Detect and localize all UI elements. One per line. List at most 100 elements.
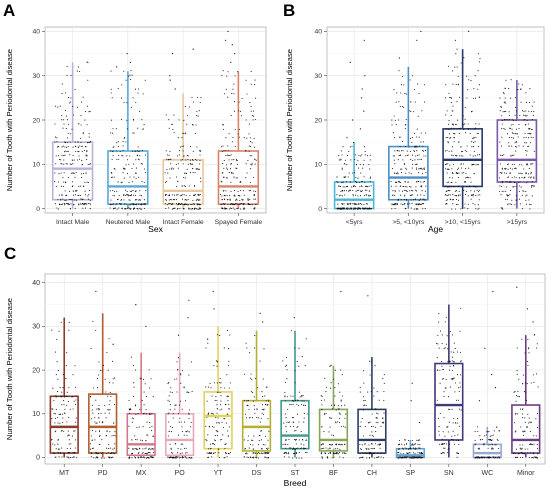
data-point xyxy=(265,447,268,450)
data-point xyxy=(528,168,530,170)
data-point xyxy=(344,176,346,178)
data-point xyxy=(411,154,414,156)
data-point xyxy=(234,75,236,77)
x-axis-title: Breed xyxy=(284,478,307,488)
data-point xyxy=(167,399,169,401)
data-point xyxy=(509,194,511,196)
data-point xyxy=(292,404,294,406)
data-point xyxy=(62,127,64,129)
data-point xyxy=(304,447,306,449)
x-tick-label: ST xyxy=(291,470,301,477)
data-point xyxy=(84,207,87,209)
data-point xyxy=(394,208,396,210)
data-point xyxy=(106,351,108,353)
data-point xyxy=(374,443,376,445)
data-point xyxy=(499,185,501,187)
data-point xyxy=(197,203,199,206)
data-point xyxy=(126,102,128,104)
data-point xyxy=(436,369,438,371)
data-point xyxy=(355,163,357,166)
data-point xyxy=(136,203,138,205)
data-point xyxy=(304,365,306,367)
data-point xyxy=(328,431,330,433)
data-point xyxy=(174,408,176,410)
data-point xyxy=(515,457,517,459)
data-point xyxy=(339,391,341,393)
data-point xyxy=(443,417,445,419)
data-point xyxy=(140,195,143,197)
data-point xyxy=(530,177,532,179)
data-point xyxy=(512,123,514,126)
data-point xyxy=(508,142,510,144)
data-point xyxy=(232,207,234,209)
data-point xyxy=(262,413,265,415)
data-point xyxy=(397,199,399,201)
data-point xyxy=(261,412,263,414)
data-point xyxy=(185,430,187,433)
data-point xyxy=(220,404,222,406)
data-point xyxy=(405,199,408,201)
data-point xyxy=(247,198,249,200)
data-point xyxy=(462,115,464,117)
data-point xyxy=(89,202,91,205)
data-point xyxy=(183,132,185,134)
data-point xyxy=(521,447,523,449)
data-point xyxy=(452,422,454,424)
data-point xyxy=(122,172,124,174)
data-point xyxy=(529,443,531,446)
y-axis-title: Number of Tooth with Periodontal disease xyxy=(5,298,14,440)
data-point xyxy=(145,447,147,449)
data-point xyxy=(220,207,222,209)
data-point xyxy=(468,167,470,169)
data-point xyxy=(457,75,459,77)
data-point xyxy=(296,426,298,428)
data-point xyxy=(337,443,340,445)
data-point xyxy=(405,93,407,95)
data-point xyxy=(393,89,395,91)
data-point xyxy=(419,444,421,446)
data-point xyxy=(467,203,469,205)
data-point xyxy=(514,431,516,433)
data-point xyxy=(59,422,61,424)
data-point xyxy=(472,195,474,197)
data-point xyxy=(365,194,368,196)
data-point xyxy=(170,431,173,433)
data-point xyxy=(360,190,363,193)
data-point xyxy=(514,114,516,116)
data-point xyxy=(240,181,242,183)
data-point xyxy=(250,204,252,206)
data-point xyxy=(183,204,186,206)
data-point xyxy=(505,167,507,169)
outlier-point xyxy=(398,57,400,59)
data-point xyxy=(492,456,494,458)
outlier-point xyxy=(145,325,147,327)
data-point xyxy=(321,447,323,450)
data-point xyxy=(138,452,140,454)
data-point xyxy=(223,417,225,419)
data-point xyxy=(339,452,341,454)
data-point xyxy=(286,421,288,423)
data-point xyxy=(175,456,178,458)
data-point xyxy=(359,195,361,197)
data-point xyxy=(137,92,139,94)
data-point xyxy=(396,92,398,94)
data-point xyxy=(466,186,468,188)
data-point xyxy=(462,185,464,187)
data-point xyxy=(187,198,189,200)
data-point xyxy=(533,456,536,458)
data-point xyxy=(492,434,494,436)
data-point xyxy=(165,199,167,201)
data-point xyxy=(148,413,150,415)
data-point xyxy=(360,185,362,187)
data-point xyxy=(194,194,196,196)
data-point xyxy=(461,167,463,169)
data-point xyxy=(264,444,266,446)
data-point xyxy=(405,118,407,121)
data-point xyxy=(365,452,367,454)
data-point xyxy=(367,452,369,454)
data-point xyxy=(139,408,141,410)
data-point xyxy=(532,374,534,376)
data-point xyxy=(143,168,146,170)
outlier-point xyxy=(129,61,131,64)
data-point xyxy=(92,320,94,323)
